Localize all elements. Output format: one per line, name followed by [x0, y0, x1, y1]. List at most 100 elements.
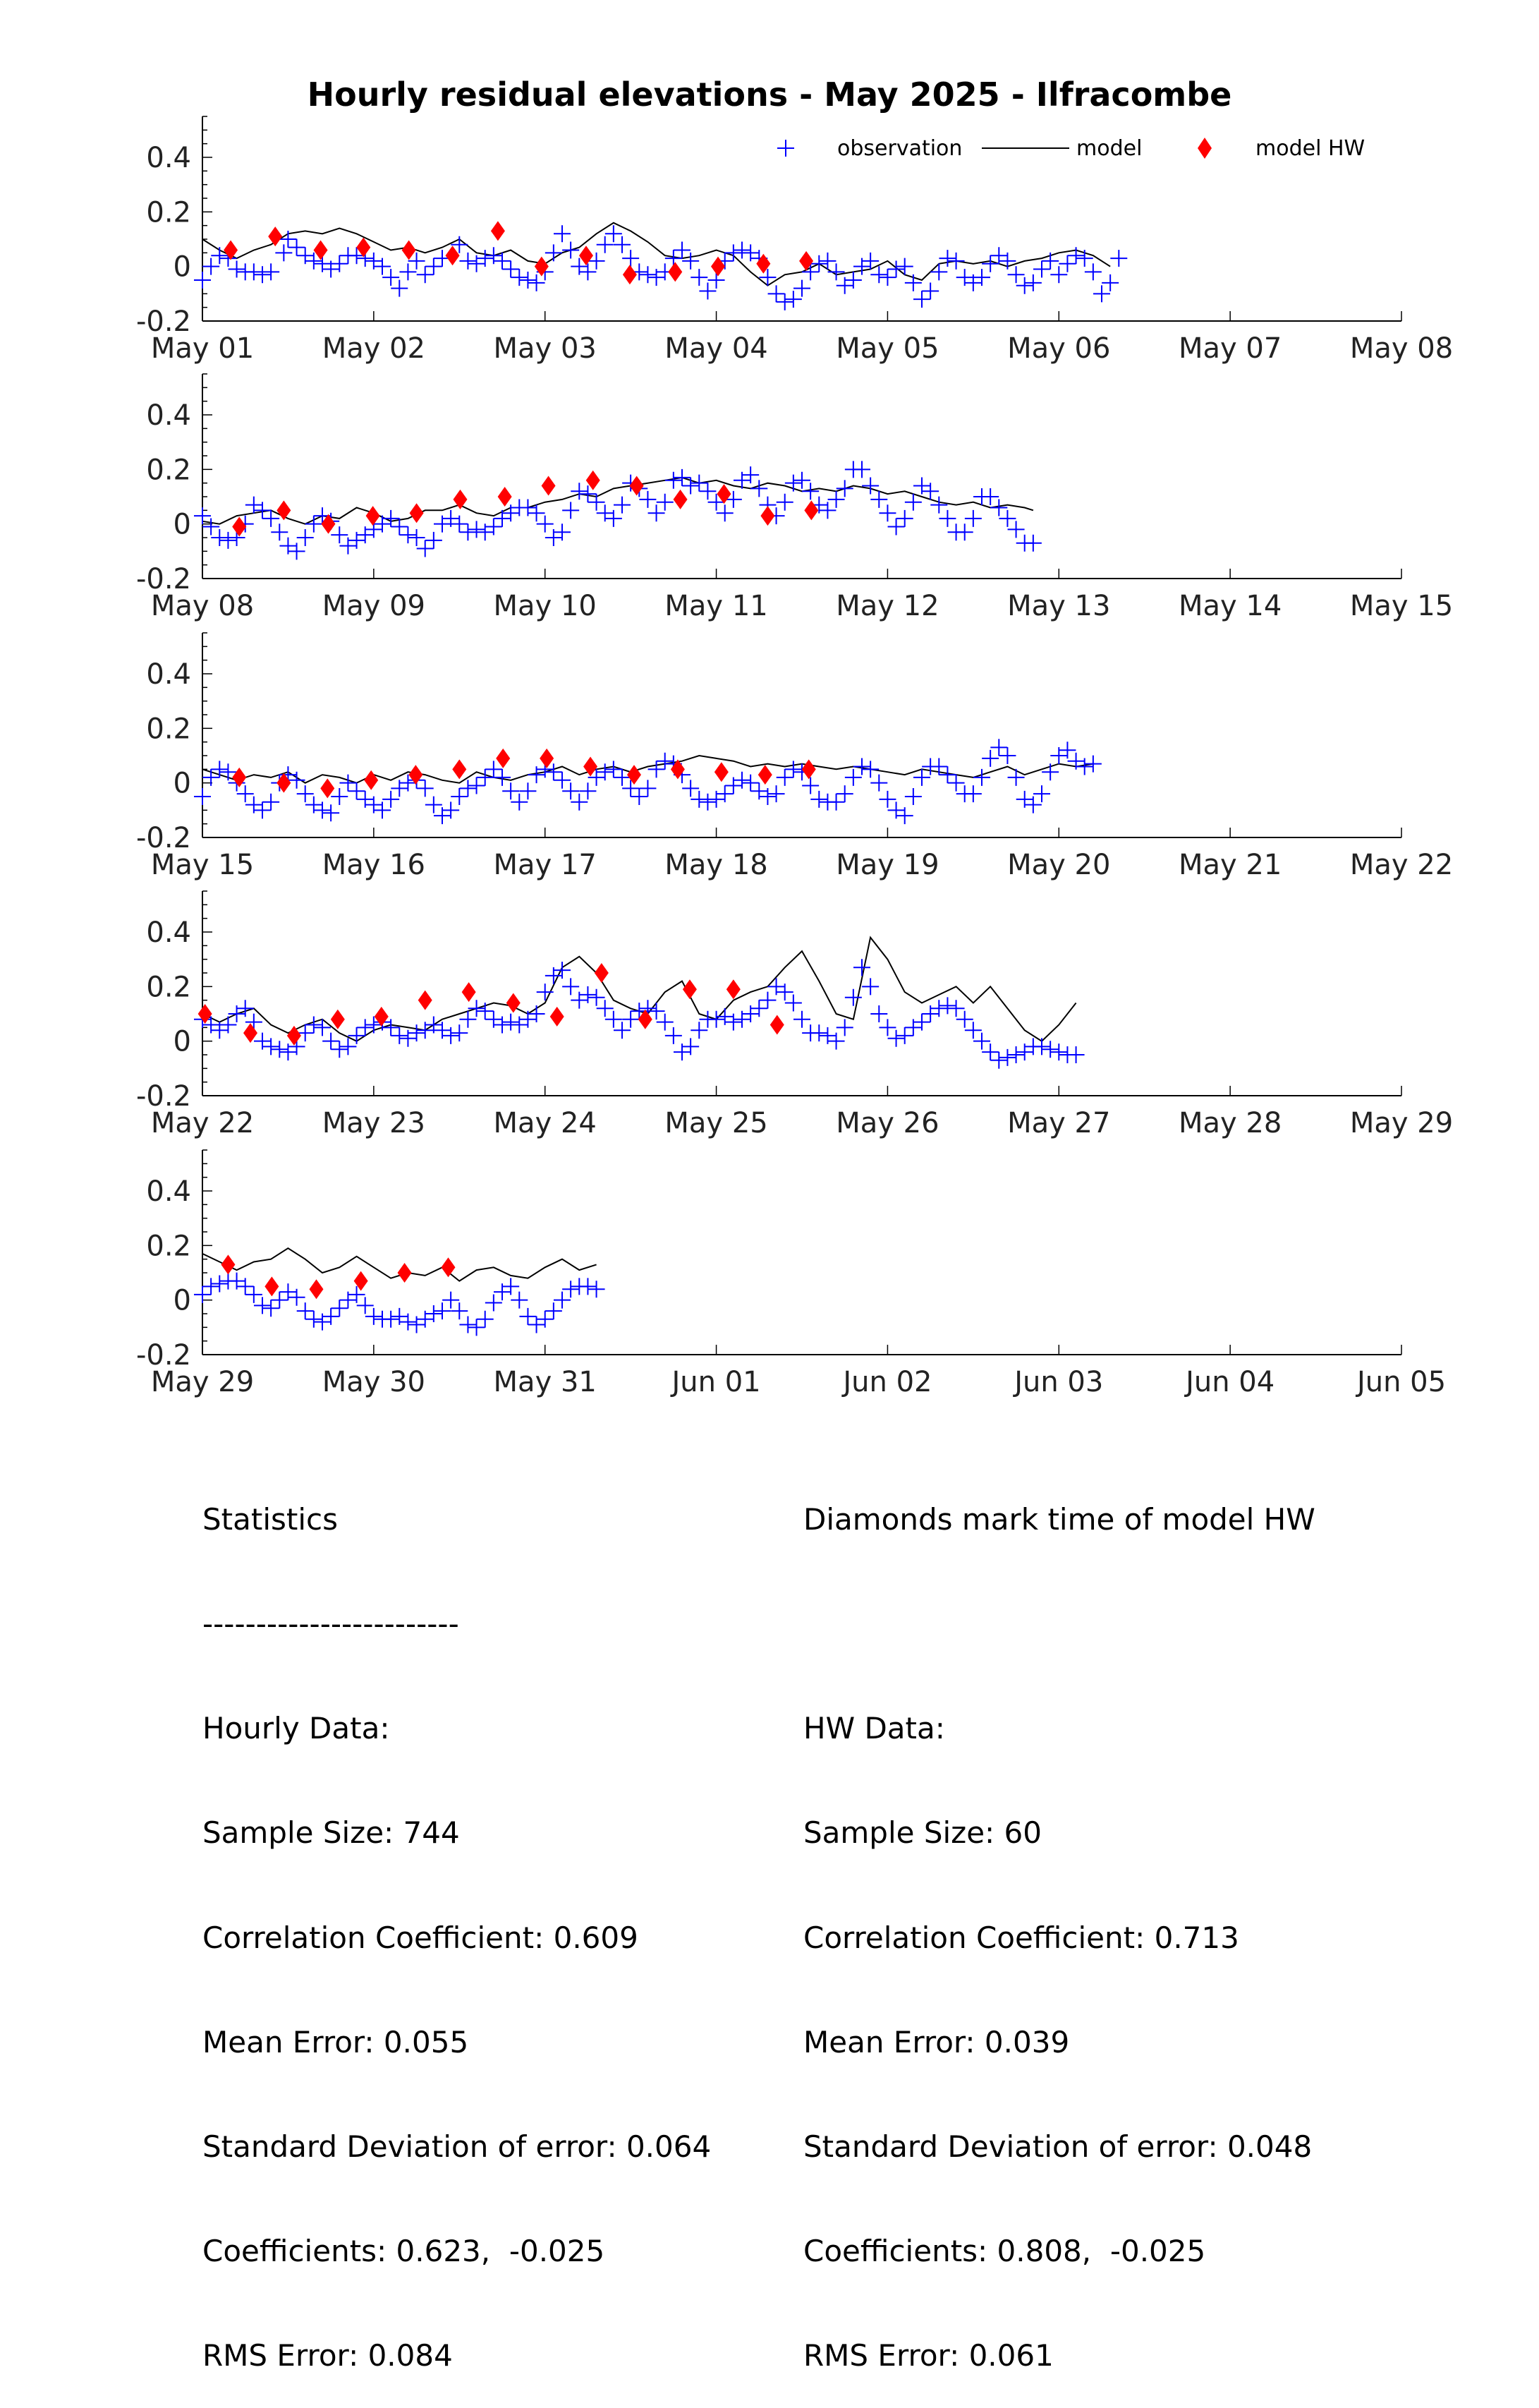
observation-point: [305, 1310, 322, 1328]
observation-point: [982, 255, 999, 272]
observation-point: [1076, 250, 1093, 267]
model-hw-diamond: [758, 765, 772, 785]
observation-point: [528, 274, 545, 291]
observation-point: [879, 269, 896, 286]
observation-point: [896, 1027, 913, 1044]
statistics-heading: Statistics: [202, 1501, 338, 1537]
observation-point: [836, 785, 853, 803]
observation-point: [1033, 1038, 1050, 1055]
observation-point: [348, 1285, 365, 1303]
model-hw-diamond: [638, 1009, 652, 1029]
observation-point: [699, 282, 717, 300]
y-tick-label: 0: [174, 1026, 191, 1058]
observation-point: [870, 490, 888, 508]
observation-point: [562, 978, 580, 996]
observation-point: [425, 1016, 442, 1034]
observation-point: [416, 1022, 434, 1039]
panel-1: -0.2 0 0.2 0.4 May 01 May 02 May 03 May 04 May 0…: [136, 116, 1453, 365]
observation-point: [604, 1010, 622, 1028]
observation-point: [519, 1307, 537, 1325]
observation-point: [776, 768, 793, 786]
legend-model-hw-marker: [1198, 138, 1212, 159]
observation-point: [459, 1316, 477, 1333]
observation-point: [528, 1316, 545, 1333]
x-tick-label: May 07: [1179, 332, 1282, 365]
x-tick-label: May 14: [1179, 590, 1282, 622]
x-tick-label: May 29: [1350, 1107, 1453, 1139]
observation-point: [356, 1019, 374, 1036]
observation-point: [356, 1297, 374, 1314]
model-hw-diamond: [496, 748, 511, 768]
observation-point: [1093, 285, 1110, 303]
observation-point: [1067, 1046, 1085, 1063]
observation-point: [947, 252, 965, 270]
observation-point: [724, 1013, 742, 1031]
observation-point: [494, 509, 511, 527]
observation-point: [1033, 785, 1050, 803]
model-hw-diamond: [268, 226, 283, 247]
observation-point: [588, 988, 605, 1006]
model-series-line: [202, 754, 1094, 784]
x-tick-label: May 11: [664, 590, 767, 622]
observation-point: [647, 269, 665, 286]
observation-point: [348, 1027, 365, 1044]
observation-point: [793, 279, 810, 297]
observation-point: [476, 768, 494, 786]
chart-title: Hourly residual elevations - May 2025 - …: [308, 75, 1232, 114]
observation-point: [485, 518, 502, 536]
observation-point: [382, 269, 400, 286]
observation-point: [511, 1291, 528, 1309]
observation-point: [399, 1313, 417, 1331]
model-hw-diamond: [622, 265, 637, 285]
observation-point: [288, 1288, 305, 1306]
observation-point: [939, 250, 956, 267]
observation-point: [425, 258, 442, 275]
model-hw-diamond: [541, 476, 556, 496]
observation-point: [416, 540, 434, 557]
observation-point: [614, 1022, 631, 1039]
model-hw-diamond: [409, 503, 424, 524]
legend-model-hw-label: model HW: [1255, 136, 1365, 161]
observation-point: [382, 790, 400, 808]
model-hw-diamond: [799, 250, 814, 271]
observation-point: [588, 252, 605, 270]
model-hw-diamond: [583, 756, 598, 777]
observation-point: [1007, 266, 1025, 284]
observation-point: [639, 780, 657, 797]
model-hw-diamond: [418, 990, 432, 1010]
observation-point: [964, 785, 982, 803]
y-tick-label: 0.4: [146, 399, 191, 432]
observation-point: [416, 780, 434, 797]
observation-point: [476, 1003, 494, 1020]
model-hw-diamond: [452, 759, 467, 780]
observation-point: [476, 1310, 494, 1328]
observation-point: [776, 493, 793, 511]
observation-point: [734, 1010, 750, 1028]
model-hw-diamond: [579, 246, 593, 266]
observation-point: [836, 1019, 853, 1036]
observation-point: [425, 1305, 442, 1322]
observation-point: [767, 978, 785, 996]
observation-point: [202, 768, 220, 786]
model-hw-diamond: [321, 514, 336, 534]
observation-point: [348, 782, 365, 800]
observation-point: [647, 1003, 665, 1020]
observation-point: [724, 244, 742, 262]
observation-point: [288, 771, 305, 789]
x-tick-label: May 08: [151, 590, 254, 622]
observation-point: [664, 471, 682, 489]
model-hw-diamond: [264, 1276, 279, 1297]
observation-point: [562, 782, 580, 800]
observation-point: [691, 474, 708, 492]
observation-point: [844, 988, 862, 1006]
observation-point: [554, 771, 571, 789]
model-hw-diamond: [770, 1015, 784, 1035]
x-tick-label: May 06: [1007, 332, 1110, 365]
observation-point: [331, 526, 348, 544]
observation-point: [588, 768, 605, 786]
observation-point: [502, 1278, 520, 1295]
observation-point: [459, 252, 477, 270]
observation-point: [1084, 755, 1102, 773]
observation-point: [545, 967, 562, 984]
observation-point: [707, 790, 725, 808]
